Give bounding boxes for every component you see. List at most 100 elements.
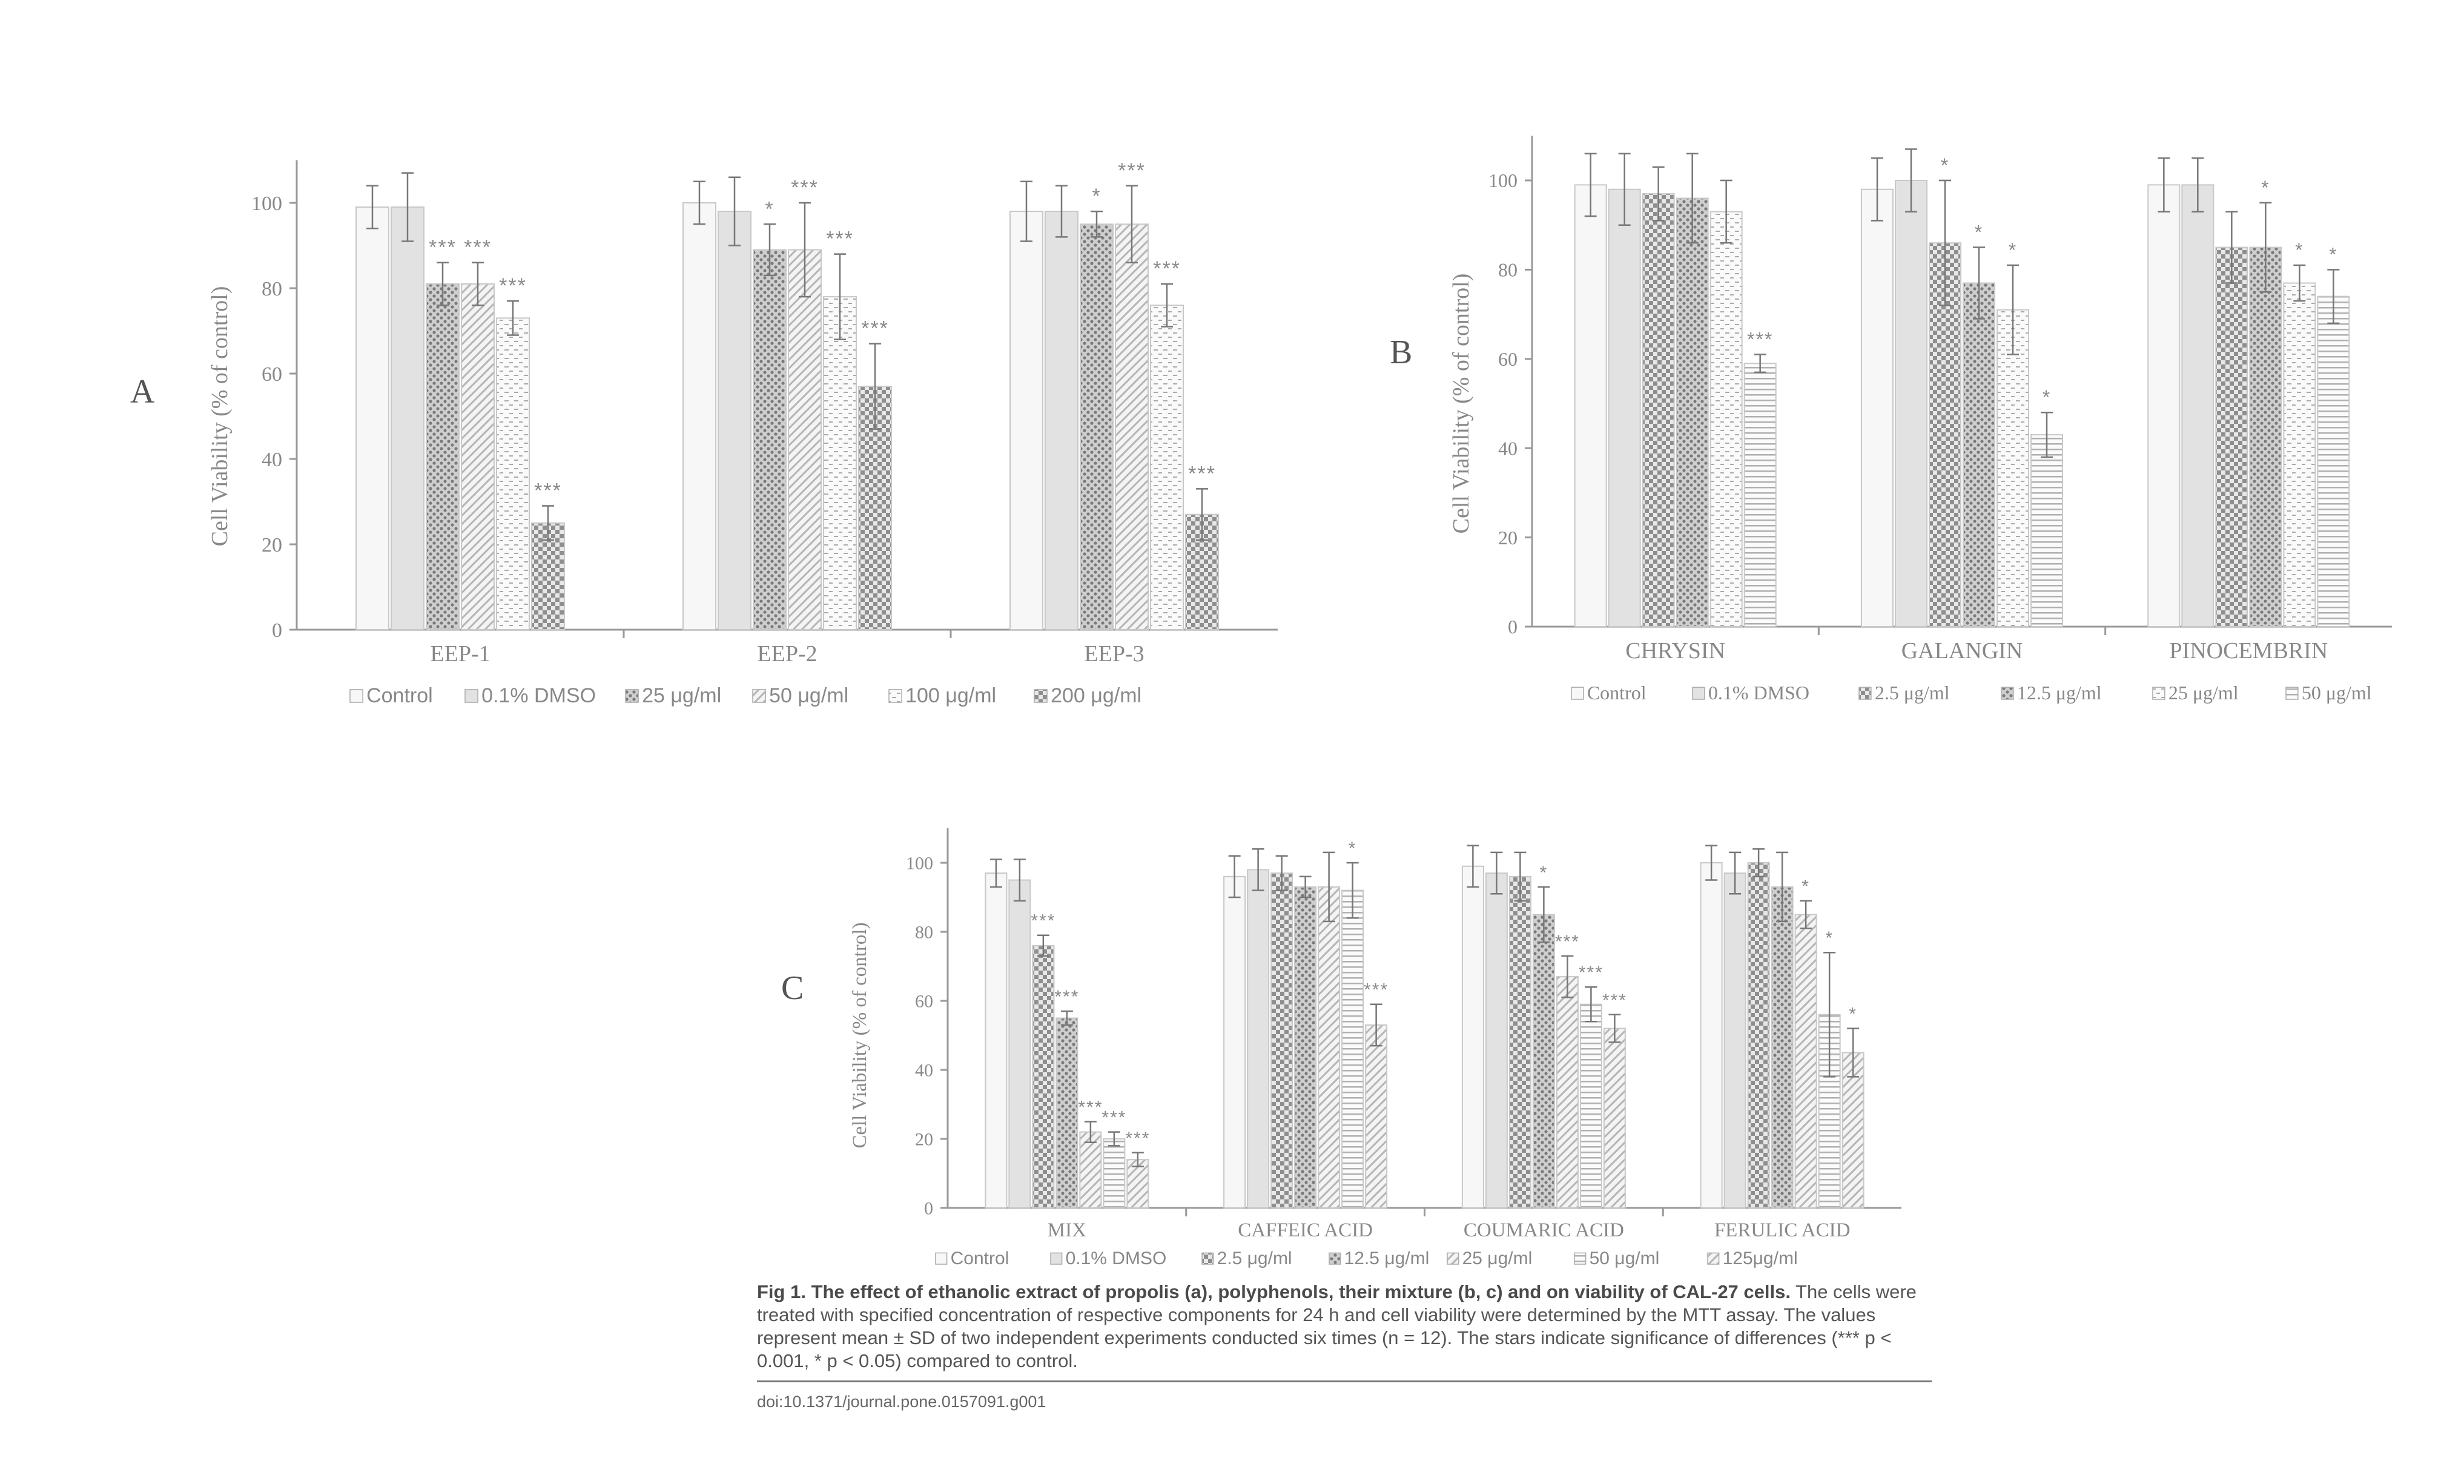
bar <box>1150 305 1184 630</box>
bar <box>1743 363 1777 627</box>
significance-label: *** <box>1078 1098 1103 1118</box>
y-tick-label: 60 <box>262 363 282 386</box>
significance-label: * <box>1092 185 1101 208</box>
significance-label: *** <box>1364 980 1389 1000</box>
bar <box>1574 184 1607 627</box>
legend-label: 12.5 μg/ml <box>1344 1248 1430 1268</box>
y-tick-label: 20 <box>262 534 282 556</box>
bar <box>1556 976 1579 1209</box>
bar <box>2249 246 2282 627</box>
legend-label: 200 μg/ml <box>1051 684 1141 707</box>
bar <box>1709 211 1743 627</box>
x-category-label: FERULIC ACID <box>1714 1219 1851 1241</box>
y-tick-label: 40 <box>262 449 282 471</box>
legend-label: 50 μg/ml <box>1590 1248 1660 1268</box>
bar <box>1318 886 1341 1209</box>
y-tick-label: 100 <box>251 193 282 215</box>
legend-label: 0.1% DMSO <box>481 684 596 707</box>
bar <box>2317 295 2350 627</box>
significance-label: *** <box>826 228 854 251</box>
significance-label: * <box>1975 222 1983 243</box>
legend-label: 50 μg/ml <box>2302 682 2372 704</box>
bar <box>682 202 716 630</box>
legend-label: 0.1% DMSO <box>1708 682 1809 704</box>
y-tick-label: 60 <box>1498 348 1518 370</box>
significance-label: *** <box>464 236 492 259</box>
significance-label: *** <box>1153 257 1181 280</box>
bar <box>1341 889 1364 1209</box>
y-tick-label: 0 <box>272 619 282 642</box>
x-category-label: MIX <box>1048 1219 1086 1241</box>
y-tick-label: 40 <box>1498 437 1518 459</box>
y-tick-label: 80 <box>1498 259 1518 281</box>
legend-label: Control <box>1587 682 1647 704</box>
bar <box>2283 282 2316 627</box>
y-tick-label: 0 <box>1508 616 1518 638</box>
bar <box>823 296 857 631</box>
bar <box>1700 862 1723 1209</box>
legend-swatch <box>888 689 902 703</box>
legend-swatch <box>1858 687 1872 700</box>
bar <box>1603 1027 1626 1209</box>
bar <box>426 283 460 630</box>
bar <box>496 317 530 630</box>
x-category-label: EEP-1 <box>430 641 490 667</box>
legend-swatch <box>935 1252 948 1265</box>
legend-swatch <box>1571 687 1584 700</box>
significance-label: *** <box>1747 328 1773 350</box>
bar <box>1532 914 1555 1209</box>
significance-label: * <box>765 197 774 220</box>
significance-label: * <box>2043 386 2051 408</box>
legend-label: 12.5 μg/ml <box>2017 682 2102 704</box>
significance-label: *** <box>1125 1129 1150 1149</box>
significance-label: *** <box>1102 1108 1126 1128</box>
legend-label: 2.5 μg/ml <box>1217 1248 1292 1268</box>
significance-label: * <box>1849 1004 1857 1024</box>
significance-label: * <box>1349 839 1357 859</box>
significance-label: *** <box>1579 963 1604 983</box>
panel-label: C <box>781 969 804 1007</box>
y-tick-label: 0 <box>924 1199 933 1219</box>
bar <box>1008 879 1031 1209</box>
chart-panel-c: C Cell Viability (% of control) 0 20 40 60 80 1… <box>781 828 1901 1268</box>
significance-label: * <box>1941 154 1949 176</box>
legend-swatch <box>2285 687 2299 700</box>
significance-label: * <box>2261 177 2270 199</box>
significance-label: *** <box>1054 987 1079 1007</box>
bar <box>1723 872 1746 1209</box>
bar <box>1642 193 1675 627</box>
x-category-label: COUMARIC ACID <box>1464 1219 1624 1241</box>
significance-label: * <box>1802 877 1810 897</box>
significance-label: * <box>2329 243 2337 265</box>
significance-label: *** <box>1555 932 1580 952</box>
legend-swatch <box>1574 1252 1587 1265</box>
x-category-label: CAFFEIC ACID <box>1238 1219 1373 1241</box>
bar <box>1861 188 1894 627</box>
bar <box>2147 184 2181 627</box>
y-tick-label: 60 <box>915 992 933 1012</box>
x-category-label: GALANGIN <box>1901 638 2023 664</box>
legend-swatch <box>464 689 478 703</box>
legend-label: 100 μg/ml <box>905 684 996 707</box>
bar <box>1080 223 1114 630</box>
bar <box>1270 872 1293 1209</box>
legend-swatch <box>1050 1252 1063 1265</box>
y-tick-label: 80 <box>915 923 933 943</box>
bar <box>1929 242 1961 627</box>
significance-label: *** <box>534 480 562 503</box>
significance-label: * <box>1540 863 1548 883</box>
bar <box>1294 886 1317 1209</box>
legend-swatch <box>1329 1252 1341 1265</box>
legend-label: Control <box>366 684 433 707</box>
y-axis-label: Cell Viability (% of control) <box>1448 274 1474 534</box>
bar <box>1045 211 1078 631</box>
significance-label: *** <box>861 317 889 340</box>
significance-label: *** <box>1118 159 1146 182</box>
bar <box>753 249 787 630</box>
significance-label: *** <box>429 236 457 259</box>
bar <box>1771 886 1794 1209</box>
legend-swatch <box>2001 687 2014 700</box>
chart-panel-a: A Cell Viability (% of control) 0 20 40 60 80 1… <box>130 159 1278 707</box>
panel-label: A <box>130 373 155 411</box>
legend-swatch <box>1692 687 1705 700</box>
